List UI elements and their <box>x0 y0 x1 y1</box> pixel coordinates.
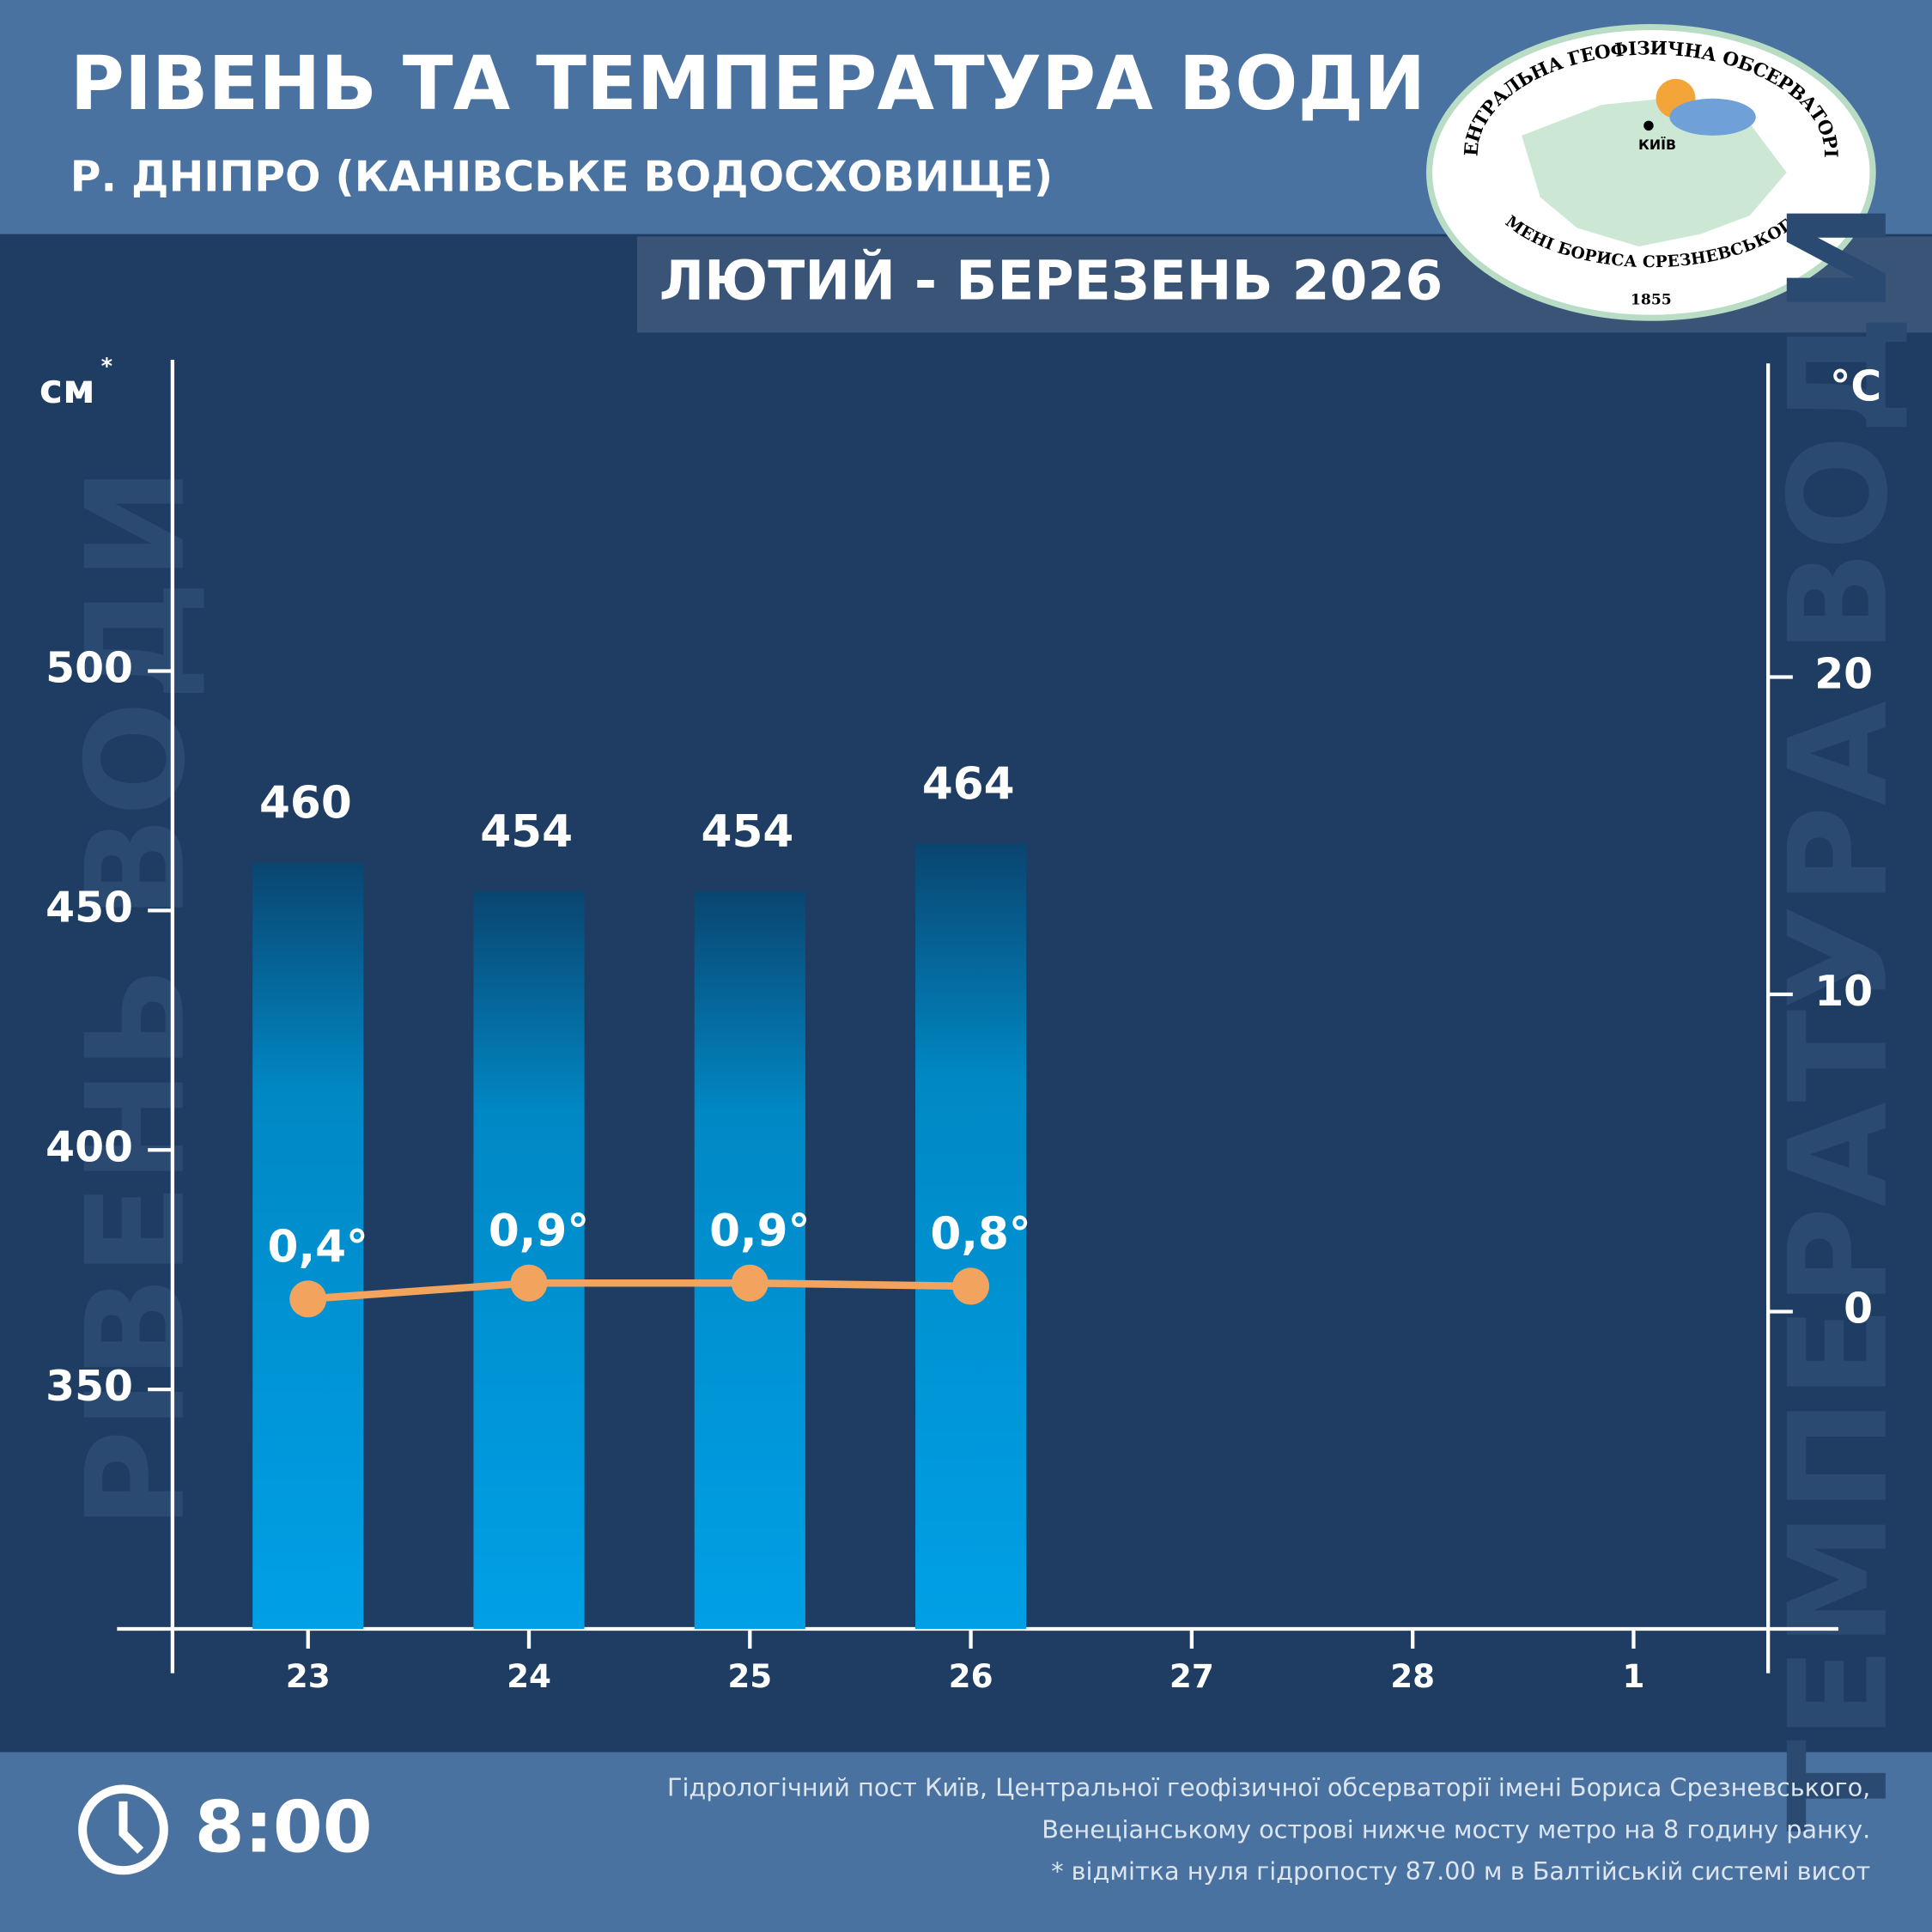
logo-year: 1855 <box>1631 292 1672 309</box>
temperature-label: 0,9° <box>709 1206 810 1257</box>
note: * відмітка нуля гідропосту 87.00 м в Бал… <box>1051 1856 1870 1886</box>
y-tick-label: 400 <box>46 1122 133 1171</box>
y2-unit: °C <box>1830 361 1881 410</box>
bar-label: 460 <box>259 778 352 829</box>
logo-map <box>1522 98 1787 246</box>
temperature-point <box>289 1280 327 1318</box>
temperature-point <box>510 1264 548 1302</box>
y-unit: см <box>39 366 95 412</box>
note: Венеціанському острові нижче мосту метро… <box>1042 1814 1870 1844</box>
y2-tick-label: 10 <box>1814 967 1873 1016</box>
y-tick-label: 450 <box>46 883 133 932</box>
note: Гідрологічний пост Київ, Центральної гео… <box>667 1773 1870 1802</box>
logo-dot <box>1643 120 1654 131</box>
temperature-label: 0,4° <box>268 1221 368 1273</box>
y-unit-mark: * <box>101 354 113 380</box>
bar-label: 454 <box>480 806 573 858</box>
logo-cloud <box>1669 98 1756 136</box>
clock-face <box>78 1784 168 1875</box>
logo-city: КИЇВ <box>1638 137 1676 153</box>
bar-label: 454 <box>702 806 794 858</box>
temperature-point <box>952 1267 990 1305</box>
x-tick-label: 23 <box>286 1657 331 1695</box>
y-axis-label: РІВЕНЬ ВОДИ <box>58 467 216 1529</box>
x-tick-label: 27 <box>1170 1657 1214 1695</box>
temperature-line <box>307 1279 971 1303</box>
x-tick-label: 28 <box>1390 1657 1435 1695</box>
footer <box>0 1752 1932 1932</box>
temperature-label: 0,8° <box>930 1209 1030 1261</box>
temperature-point <box>731 1264 769 1302</box>
clock <box>78 1784 168 1875</box>
bar <box>252 862 364 1630</box>
temperature-label: 0,9° <box>489 1206 589 1257</box>
y-tick-label: 500 <box>46 644 133 693</box>
title: РІВЕНЬ ТА ТЕМПЕРАТУРА ВОДИ <box>70 41 1425 127</box>
bar-label: 464 <box>922 758 1015 810</box>
y2-tick-label: 0 <box>1844 1285 1873 1334</box>
y-tick-label: 350 <box>46 1362 133 1411</box>
x-tick-label: 24 <box>507 1657 551 1695</box>
y2-tick-label: 20 <box>1814 650 1873 699</box>
bar <box>473 891 585 1630</box>
bar <box>915 843 1027 1630</box>
subtitle: Р. ДНІПРО (КАНІВСЬКЕ ВОДОСХОВИЩЕ) <box>70 153 1053 202</box>
time: 8:00 <box>195 1786 373 1869</box>
x-tick-label: 26 <box>949 1657 993 1695</box>
x-tick-label: 1 <box>1622 1657 1644 1695</box>
period: ЛЮТИЙ - БЕРЕЗЕНЬ 2026 <box>659 249 1443 313</box>
bar <box>694 891 805 1630</box>
clock-hands <box>118 1801 144 1854</box>
x-tick-label: 25 <box>727 1657 772 1695</box>
y2-axis-label: ТЕМПЕРАТУРА ВОДИ <box>1760 201 1918 1832</box>
